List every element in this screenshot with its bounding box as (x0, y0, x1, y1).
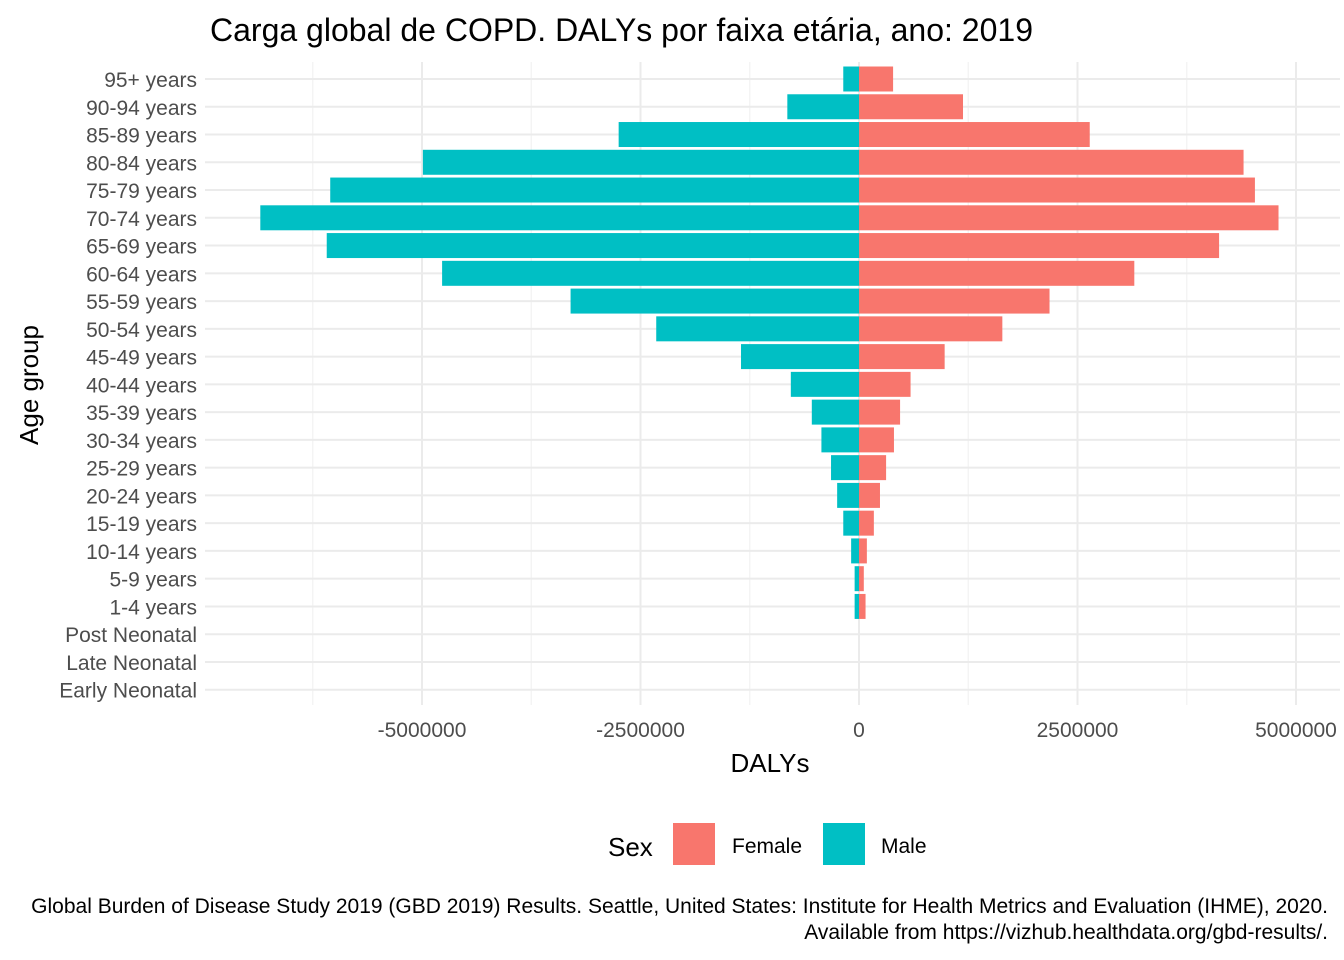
x-tick-label: 2500000 (1037, 719, 1119, 742)
bar-male-5-9-years (854, 566, 859, 592)
x-tick-label: -5000000 (378, 719, 467, 742)
x-tick-label: 5000000 (1255, 719, 1337, 742)
bar-female-50-54-years (859, 316, 1003, 342)
x-tick-labels: -5000000 -2500000 0 2500000 5000000 (378, 719, 1337, 742)
bar-male-55-59-years (570, 288, 859, 314)
legend-label-male: Male (881, 835, 927, 858)
y-tick-labels: Early Neonatal Late Neonatal Post Neonatal… (59, 69, 197, 703)
bar-male-35-39-years (811, 399, 859, 425)
bar-male-70-74-years (260, 205, 859, 231)
bar-male-1-4-years (854, 593, 859, 619)
bar-male-95-years (843, 66, 859, 92)
y-tick-label: 90-94 years (86, 97, 197, 120)
y-tick-label: 80-84 years (86, 152, 197, 175)
y-tick-label: 1-4 years (109, 596, 197, 619)
x-tick-label: 0 (853, 719, 865, 742)
bar-female-75-79-years (859, 177, 1255, 203)
bar-female-25-29-years (859, 455, 887, 481)
legend-label-female: Female (732, 835, 802, 858)
legend: Sex Female Male (608, 823, 927, 865)
bar-female-60-64-years (859, 260, 1135, 286)
y-tick-label: 15-19 years (86, 513, 197, 536)
bar-female-95-years (859, 66, 894, 92)
y-tick-label: 95+ years (104, 69, 197, 92)
bar-male-75-79-years (330, 177, 860, 203)
bar-female-65-69-years (859, 233, 1220, 259)
bar-female-30-34-years (859, 427, 894, 453)
bar-male-80-84-years (422, 149, 859, 175)
bar-female-1-4-years (859, 593, 866, 619)
y-tick-label: Late Neonatal (66, 652, 197, 675)
y-tick-label: Post Neonatal (65, 624, 197, 647)
bar-male-60-64-years (442, 260, 859, 286)
bar-male-85-89-years (618, 122, 859, 148)
bar-female-80-84-years (859, 149, 1244, 175)
legend-items: Female Male (673, 823, 927, 865)
bar-female-70-74-years (859, 205, 1279, 231)
bar-male-20-24-years (837, 482, 859, 508)
y-tick-label: 10-14 years (86, 541, 197, 564)
bar-female-85-89-years (859, 122, 1090, 148)
bar-female-20-24-years (859, 482, 880, 508)
legend-key-female (673, 823, 715, 865)
bar-female-35-39-years (859, 399, 901, 425)
y-tick-label: 85-89 years (86, 125, 197, 148)
bar-female-10-14-years (859, 538, 867, 564)
bar-female-5-9-years (859, 566, 864, 592)
legend-title: Sex (608, 832, 653, 862)
bar-male-65-69-years (326, 233, 859, 259)
bar-female-45-49-years (859, 344, 945, 370)
bar-male-30-34-years (821, 427, 859, 453)
y-tick-label: 70-74 years (86, 208, 197, 231)
y-tick-label: 40-44 years (86, 374, 197, 397)
x-tick-label: -2500000 (596, 719, 685, 742)
y-tick-label: 45-49 years (86, 347, 197, 370)
legend-key-male (823, 823, 865, 865)
bar-male-15-19-years (843, 510, 859, 536)
bar-male-40-44-years (790, 371, 859, 397)
bars-layer (260, 66, 1279, 619)
bar-female-90-94-years (859, 94, 964, 120)
x-axis-label: DALYs (731, 748, 810, 778)
bar-female-55-59-years (859, 288, 1050, 314)
bar-male-45-49-years (741, 344, 859, 370)
bar-female-40-44-years (859, 371, 911, 397)
y-tick-label: 65-69 years (86, 236, 197, 259)
y-tick-label: 20-24 years (86, 485, 197, 508)
y-tick-label: 5-9 years (109, 569, 197, 592)
y-axis-label: Age group (14, 325, 44, 445)
bar-male-25-29-years (831, 455, 859, 481)
chart-title: Carga global de COPD. DALYs por faixa et… (210, 12, 1033, 48)
y-tick-label: 50-54 years (86, 319, 197, 342)
y-tick-label: 35-39 years (86, 402, 197, 425)
y-tick-label: Early Neonatal (59, 680, 197, 703)
y-tick-label: 75-79 years (86, 180, 197, 203)
y-tick-label: 60-64 years (86, 263, 197, 286)
bar-male-90-94-years (787, 94, 859, 120)
bar-male-50-54-years (656, 316, 859, 342)
y-tick-label: 25-29 years (86, 458, 197, 481)
y-tick-label: 55-59 years (86, 291, 197, 314)
bar-male-10-14-years (851, 538, 859, 564)
y-tick-label: 30-34 years (86, 430, 197, 453)
source-caption-line-2: Available from https://vizhub.healthdata… (804, 921, 1328, 944)
source-caption-line-1: Global Burden of Disease Study 2019 (GBD… (31, 895, 1328, 918)
bar-female-15-19-years (859, 510, 874, 536)
